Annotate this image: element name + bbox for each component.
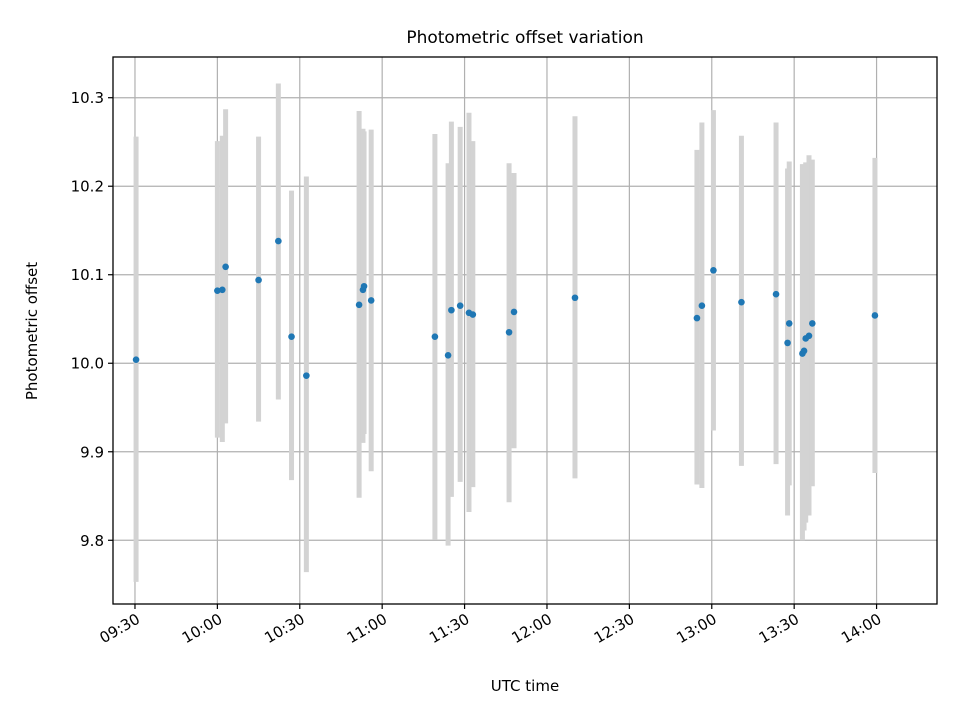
data-point (456, 302, 464, 310)
data-point (772, 290, 780, 298)
data-point (571, 294, 579, 302)
y-tick-label: 9.9 (80, 443, 104, 461)
data-point (303, 372, 310, 379)
plot-area-frame (112, 56, 938, 605)
y-tick-label: 9.8 (80, 532, 104, 550)
data-point (805, 332, 813, 340)
y-tick-label: 10.1 (71, 266, 104, 284)
data-point (132, 356, 140, 364)
data-point (431, 333, 439, 340)
data-point (784, 339, 791, 347)
data-point (444, 351, 452, 359)
data-point (710, 267, 717, 274)
grid (113, 57, 937, 604)
data-point (693, 314, 701, 322)
data-point (367, 297, 375, 304)
y-tick-label: 10.0 (71, 355, 104, 373)
data-point (222, 263, 229, 271)
data-point (785, 320, 793, 327)
data-point (288, 333, 295, 340)
data-point (505, 328, 513, 336)
data-point (448, 306, 455, 314)
data-point (871, 312, 879, 319)
x-axis-label: UTC time (491, 677, 559, 695)
data-point (809, 320, 816, 327)
data-point (355, 301, 363, 309)
data-point (510, 308, 518, 316)
data-point (698, 302, 706, 310)
data-point (275, 237, 282, 245)
data-point (800, 347, 808, 355)
data-point (360, 282, 368, 290)
data-point (469, 311, 477, 318)
chart-title: Photometric offset variation (406, 28, 643, 48)
y-tick-label: 10.3 (71, 89, 104, 107)
data-point (219, 286, 226, 294)
data-point (214, 287, 221, 294)
y-tick-label: 10.2 (71, 178, 104, 196)
data-point (738, 298, 745, 306)
y-axis-ticks: 9.8 9.9 10.0 10.1 10.2 10.3 (71, 89, 113, 550)
y-axis-label: Photometric offset (23, 262, 41, 400)
data-points (132, 237, 879, 379)
data-point (255, 276, 262, 284)
